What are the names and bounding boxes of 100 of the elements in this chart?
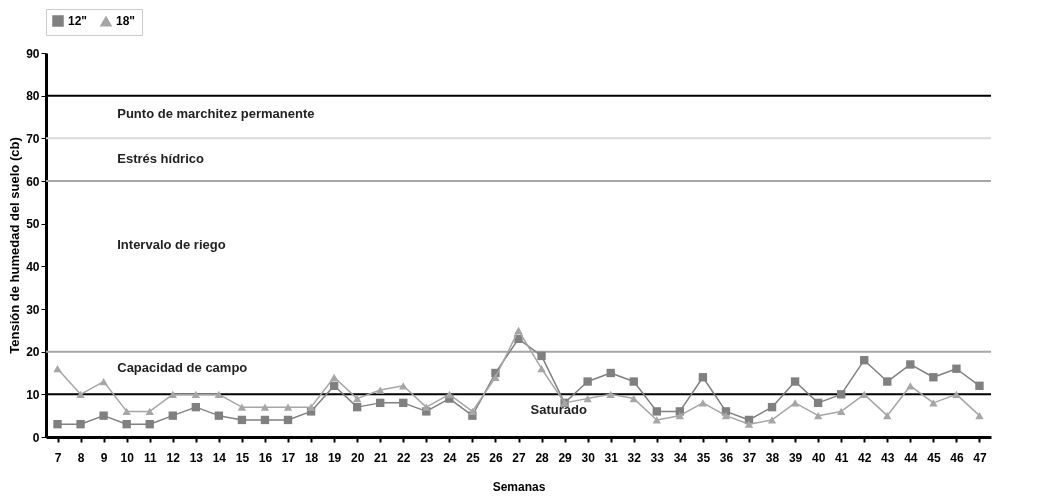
- point: [76, 390, 85, 398]
- point: [168, 390, 177, 398]
- y-tick-label: 40: [26, 259, 40, 274]
- x-tick-label: 43: [881, 450, 895, 465]
- x-tick-label: 36: [719, 450, 734, 465]
- annotation: Estrés hídrico: [117, 150, 205, 166]
- point: [53, 420, 62, 429]
- x-tick-label: 11: [143, 450, 157, 465]
- point: [399, 382, 408, 390]
- point: [122, 407, 131, 416]
- point: [514, 326, 523, 334]
- point: [813, 412, 823, 420]
- y-tick-label: 50: [26, 217, 40, 232]
- point: [952, 364, 961, 373]
- point: [445, 390, 454, 398]
- point: [860, 356, 869, 365]
- x-tick-label: 9: [100, 450, 108, 465]
- point: [629, 394, 638, 403]
- point: [145, 420, 154, 429]
- point: [145, 407, 154, 416]
- x-tick-label: 18: [304, 450, 319, 465]
- point: [76, 420, 85, 429]
- x-tick-label: 14: [212, 450, 227, 465]
- x-tick-label: 38: [765, 450, 780, 465]
- x-tick-label: 17: [281, 450, 296, 465]
- point: [352, 394, 362, 403]
- point: [537, 365, 546, 373]
- x-tick-label: 12: [166, 450, 181, 465]
- point: [767, 416, 777, 424]
- point: [53, 365, 62, 373]
- x-tick-label: 23: [420, 450, 434, 465]
- point: [191, 402, 200, 412]
- point: [652, 416, 661, 424]
- point: [652, 407, 661, 416]
- point: [237, 415, 247, 425]
- x-tick-label: 32: [627, 450, 642, 465]
- point: [883, 412, 892, 420]
- point: [790, 377, 800, 386]
- x-tick-label: 22: [397, 450, 411, 465]
- point: [468, 407, 477, 416]
- x-tick-label: 46: [950, 450, 964, 465]
- x-tick-label: 21: [374, 450, 388, 465]
- point: [422, 403, 431, 411]
- x-tick-label: 31: [604, 450, 619, 465]
- y-tick-label: 10: [26, 387, 40, 402]
- x-tick-label: 41: [835, 450, 849, 465]
- point: [906, 382, 915, 390]
- x-tick-label: 15: [235, 450, 250, 465]
- x-tick-label: 20: [350, 450, 365, 465]
- x-tick-label: 26: [489, 450, 503, 465]
- y-tick-label: 30: [26, 302, 40, 317]
- y-axis-title: Tensión de humedad del suelo (cb): [7, 137, 23, 354]
- point: [399, 398, 408, 408]
- x-axis-title: Semanas: [492, 479, 546, 494]
- point: [283, 403, 293, 411]
- point: [237, 403, 247, 411]
- x-tick-label: 7: [54, 450, 62, 465]
- y-tick-label: 0: [32, 430, 40, 445]
- point: [329, 381, 339, 390]
- point: [675, 412, 685, 420]
- point: [214, 390, 224, 398]
- annotation: Punto de marchitez permanente: [117, 106, 315, 122]
- point: [260, 403, 270, 411]
- annotation: Capacidad de campo: [117, 359, 248, 375]
- annotation: Intervalo de riego: [117, 237, 226, 252]
- x-tick-label: 24: [443, 450, 457, 465]
- point: [537, 351, 546, 361]
- y-tick-label: 90: [26, 46, 40, 61]
- point: [99, 411, 108, 420]
- point: [260, 415, 270, 425]
- legend-label: 18": [116, 14, 136, 29]
- x-tick-label: 25: [466, 450, 480, 465]
- point: [168, 411, 177, 420]
- x-tick-label: 40: [811, 450, 826, 465]
- y-tick-label: 80: [26, 89, 40, 104]
- point: [99, 377, 108, 386]
- annotation: Saturado: [530, 402, 587, 418]
- point: [306, 403, 316, 411]
- x-tick-label: 13: [189, 450, 204, 465]
- y-tick-label: 60: [26, 174, 40, 189]
- point: [191, 390, 200, 398]
- point: [491, 373, 500, 381]
- x-tick-label: 45: [927, 450, 941, 465]
- x-tick-label: 8: [77, 450, 85, 465]
- x-tick-label: 33: [650, 450, 665, 465]
- point: [283, 415, 293, 425]
- x-tick-label: 37: [742, 450, 757, 465]
- point: [975, 412, 984, 420]
- x-tick-label: 19: [327, 450, 342, 465]
- x-tick-label: 29: [558, 450, 573, 465]
- x-tick-label: 35: [696, 450, 711, 465]
- x-tick-label: 47: [973, 450, 987, 465]
- y-tick-label: 20: [26, 345, 40, 360]
- point: [860, 390, 869, 398]
- x-tick-label: 16: [258, 450, 273, 465]
- point: [721, 412, 731, 420]
- point: [352, 402, 362, 412]
- point: [606, 368, 615, 378]
- point: [952, 390, 961, 398]
- point: [744, 420, 754, 428]
